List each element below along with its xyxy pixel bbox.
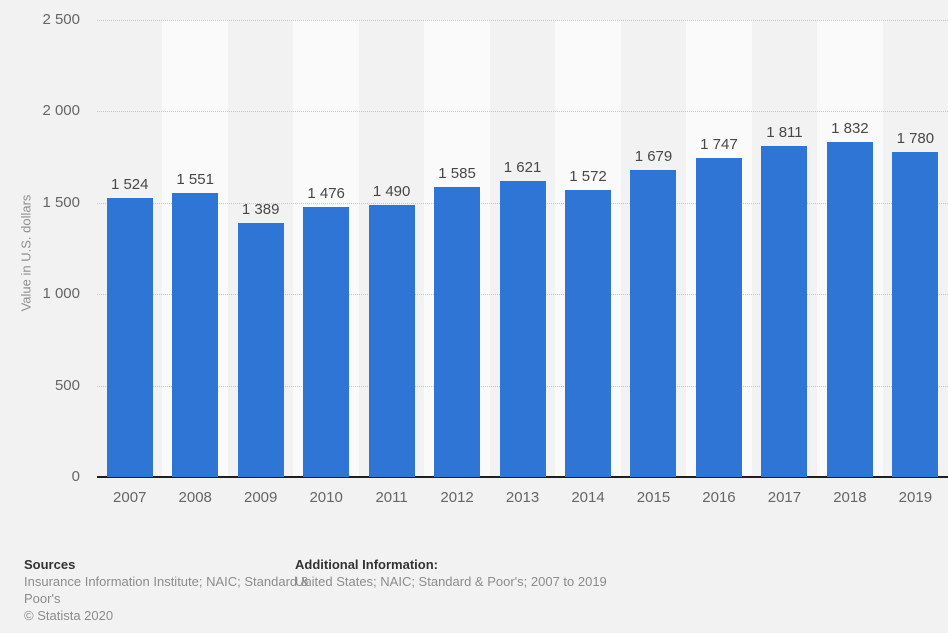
bar-2014[interactable]	[565, 190, 612, 477]
copyright-notice: © Statista 2020	[24, 608, 114, 623]
x-tick-label-2007: 2007	[113, 489, 147, 506]
bar-value-label-2012: 1 585	[438, 165, 476, 182]
y-tick-label-0: 0	[71, 468, 80, 485]
bar-2009[interactable]	[237, 223, 284, 477]
bar-column-2007: 1 524	[97, 20, 162, 477]
additional-information-heading: Additional Information:	[295, 557, 438, 572]
bar-2018[interactable]	[826, 142, 873, 477]
sources-heading: Sources	[24, 557, 76, 572]
bar-value-label-2009: 1 389	[241, 201, 280, 218]
bar-column-2013: 1 621	[490, 20, 555, 477]
x-tick-label-2010: 2010	[309, 489, 343, 506]
y-tick-label-1500: 1 500	[42, 193, 80, 211]
x-tick-label-2012: 2012	[440, 489, 474, 506]
additional-information-text: United States; NAIC; Standard & Poor's; …	[295, 574, 607, 589]
bar-column-2016: 1 747	[686, 20, 752, 477]
bar-value-label-2014: 1 572	[569, 168, 607, 185]
x-tick-label-2014: 2014	[571, 489, 605, 506]
bar-2007[interactable]	[106, 198, 153, 477]
x-tick-label-2019: 2019	[898, 489, 933, 506]
x-tick-label-2008: 2008	[178, 489, 212, 506]
x-tick-label-2017: 2017	[767, 489, 802, 506]
y-tick-label-1000: 1 000	[42, 285, 80, 303]
bar-2015[interactable]	[630, 170, 677, 477]
sources-block: Sources Insurance Information Institute;…	[24, 556, 319, 624]
x-tick-label-2011: 2011	[375, 489, 408, 506]
bar-2012[interactable]	[434, 187, 481, 477]
additional-information-block: Additional Information: United States; N…	[295, 556, 775, 590]
x-tick-label-2009: 2009	[243, 489, 278, 506]
bar-2008[interactable]	[172, 193, 219, 477]
bar-value-label-2008: 1 551	[176, 171, 214, 188]
bar-column-2010: 1 476	[293, 20, 359, 477]
bar-2011[interactable]	[368, 205, 415, 477]
bar-columns: 1 524 1 551 1 389 1 476 1 490 1 585 1 621 1 572…	[97, 20, 948, 477]
bar-column-2017: 1 811	[752, 20, 817, 477]
bar-column-2011: 1 490	[359, 20, 424, 477]
y-tick-label-500: 500	[54, 376, 80, 394]
bar-column-2015: 1 679	[621, 20, 686, 477]
bar-column-2009: 1 389	[228, 20, 293, 477]
y-tick-label-2000: 2 000	[42, 102, 80, 120]
bar-2019[interactable]	[892, 152, 939, 477]
bar-2013[interactable]	[499, 181, 546, 477]
bar-value-label-2016: 1 747	[700, 136, 738, 153]
sources-text: Insurance Information Institute; NAIC; S…	[24, 574, 310, 606]
bar-column-2008: 1 551	[162, 20, 228, 477]
bar-2010[interactable]	[303, 207, 350, 477]
bar-column-2018: 1 832	[817, 20, 883, 477]
bar-value-label-2011: 1 490	[372, 183, 411, 200]
bar-value-label-2018: 1 832	[831, 120, 869, 137]
x-axis-tick-labels: 2007 2008 2009 2010 2011 2012 2013 2014 2015 2016…	[97, 489, 948, 506]
x-tick-label-2016: 2016	[702, 489, 736, 506]
x-tick-label-2018: 2018	[833, 489, 867, 506]
bar-column-2012: 1 585	[424, 20, 490, 477]
bar-value-label-2007: 1 524	[110, 176, 149, 193]
bar-value-label-2015: 1 679	[634, 148, 673, 165]
bar-value-label-2010: 1 476	[307, 185, 345, 202]
bar-2017[interactable]	[761, 146, 808, 477]
bar-2016[interactable]	[695, 158, 742, 477]
x-axis-line	[97, 476, 948, 478]
bar-value-label-2019: 1 780	[896, 130, 935, 147]
bar-column-2019: 1 780	[883, 20, 948, 477]
y-tick-label-2500: 2 500	[42, 11, 80, 28]
x-tick-label-2015: 2015	[636, 489, 671, 506]
plot-area: 1 524 1 551 1 389 1 476 1 490 1 585 1 621 1 572…	[97, 20, 948, 477]
bar-column-2014: 1 572	[555, 20, 621, 477]
bar-value-label-2013: 1 621	[503, 159, 542, 176]
bar-value-label-2017: 1 811	[766, 124, 803, 141]
x-tick-label-2013: 2013	[505, 489, 540, 506]
